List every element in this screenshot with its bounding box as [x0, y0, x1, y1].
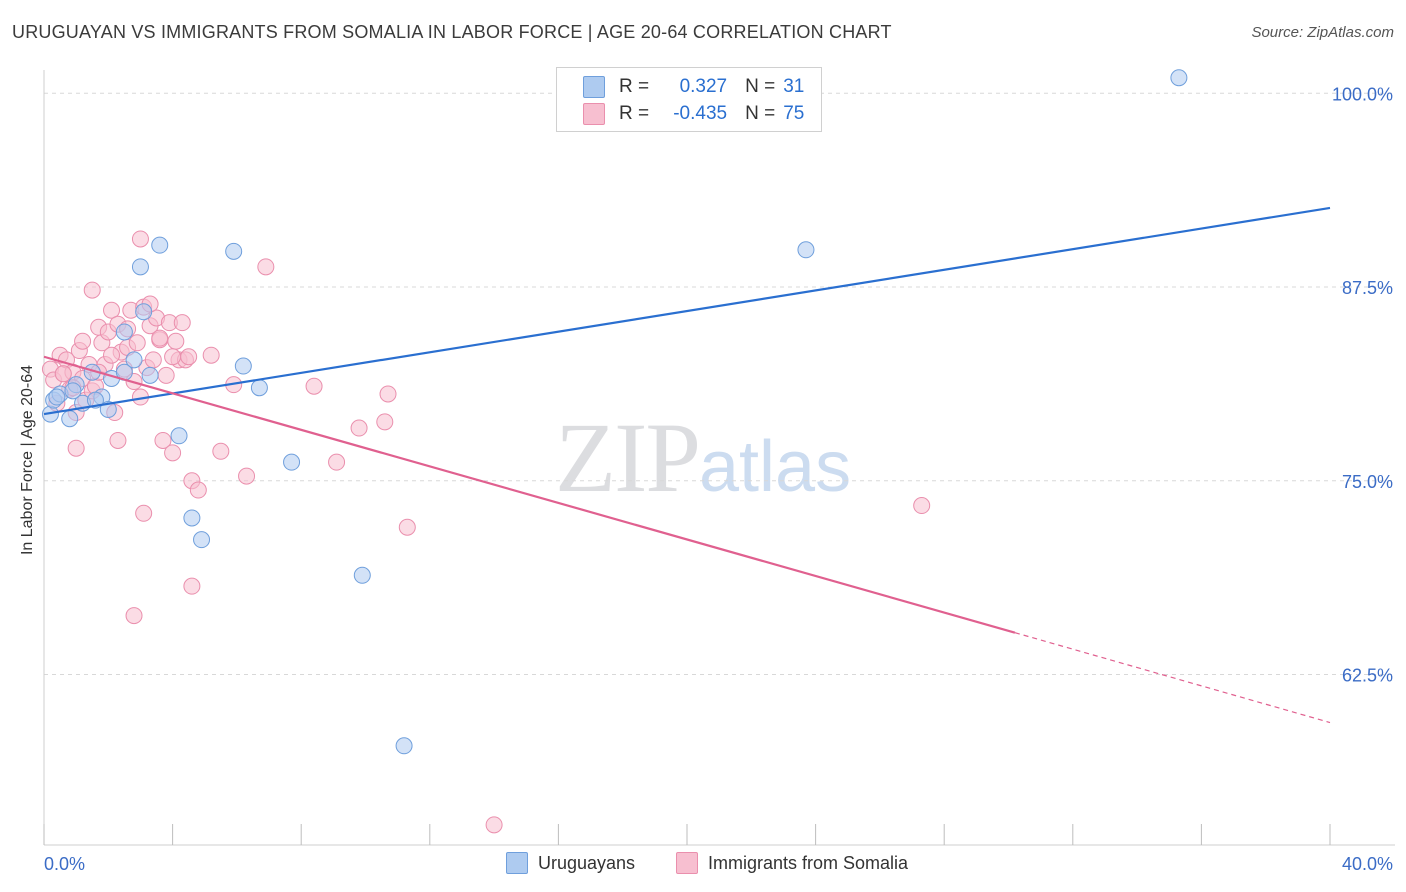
x-tick-label: 40.0%	[1342, 854, 1393, 874]
legend-n-value: 75	[783, 103, 805, 124]
uruguayans-point	[234, 357, 252, 375]
somalia-point	[83, 281, 101, 299]
uruguayans-point	[395, 737, 413, 755]
somalia-point	[67, 439, 85, 457]
somalia-point	[151, 329, 169, 347]
y-tick-label: 62.5%	[1342, 666, 1393, 686]
bottom-legend-label: Uruguayans	[538, 852, 636, 873]
somalia-point	[183, 577, 201, 595]
x-tick-label: 0.0%	[44, 854, 85, 874]
watermark: ZIPatlas	[555, 400, 851, 515]
uruguayans-point	[115, 323, 133, 341]
somalia-point	[350, 419, 368, 437]
chart-title: URUGUAYAN VS IMMIGRANTS FROM SOMALIA IN …	[12, 22, 892, 42]
somalia-point	[135, 504, 153, 522]
uruguayans-point	[151, 236, 169, 254]
bottom-legend-label: Immigrants from Somalia	[708, 852, 909, 873]
y-tick-label: 100.0%	[1332, 84, 1393, 104]
uruguayans-point	[193, 531, 211, 549]
somalia-point	[238, 467, 256, 485]
somalia-point	[913, 497, 931, 515]
legend-n-label: N =	[745, 76, 776, 97]
bottom-legend-somalia: Immigrants from Somalia	[676, 852, 908, 874]
uruguayans-point	[141, 366, 159, 384]
uruguayans-point	[48, 388, 66, 406]
y-tick-label: 87.5%	[1342, 278, 1393, 298]
somalia-point	[180, 348, 198, 366]
somalia-point	[328, 453, 346, 471]
somalia-point	[157, 366, 175, 384]
y-tick-label: 75.0%	[1342, 472, 1393, 492]
uruguayans-point	[797, 241, 815, 259]
uruguayans-point	[64, 382, 82, 400]
somalia-point	[212, 442, 230, 460]
somalia-point	[173, 314, 191, 332]
legend-r-label: R =	[619, 76, 650, 97]
somalia-point	[485, 816, 503, 834]
bottom-legend-swatch-pink	[676, 852, 698, 874]
uruguayans-point	[353, 566, 371, 584]
uruguayans-point	[61, 410, 79, 428]
legend-swatch-blue	[583, 76, 605, 98]
somalia-point	[125, 607, 143, 625]
legend-r-label: R =	[619, 103, 650, 124]
legend-swatch-pink	[583, 103, 605, 125]
uruguayans-point	[135, 303, 153, 321]
somalia-point	[103, 301, 121, 319]
uruguayans-point	[1170, 69, 1188, 87]
uruguayans-point	[125, 351, 143, 369]
somalia-point	[144, 351, 162, 369]
somalia-point	[398, 518, 416, 536]
somalia-point	[305, 377, 323, 395]
somalia-point	[128, 334, 146, 352]
source-label: Source: ZipAtlas.com	[1251, 24, 1394, 41]
watermark-atlas: atlas	[699, 427, 852, 507]
somalia-point	[74, 332, 92, 350]
bottom-legend-swatch-blue	[506, 852, 528, 874]
somalia-point	[103, 346, 121, 364]
legend-r-value: -0.435	[673, 103, 728, 124]
somalia-point	[109, 431, 127, 449]
somalia-point	[189, 481, 207, 499]
somalia-point	[202, 346, 220, 364]
somalia-point	[376, 413, 394, 431]
somalia-point	[164, 348, 182, 366]
somalia-trendline	[43, 355, 1016, 634]
somalia-point	[131, 230, 149, 248]
uruguayans-point	[250, 379, 268, 397]
somalia-point	[164, 444, 182, 462]
legend: R = 0.327 N = 31 R = -0.435 N = 75	[556, 67, 822, 132]
uruguayans-point	[283, 453, 301, 471]
legend-n-value: 31	[783, 76, 805, 97]
somalia-point	[154, 431, 172, 449]
legend-row-uruguayans: R = 0.327 N = 31	[583, 75, 804, 99]
somalia-point	[257, 258, 275, 276]
legend-row-somalia: R = -0.435 N = 75	[583, 102, 804, 126]
legend-n-label: N =	[745, 103, 776, 124]
uruguayans-point	[183, 509, 201, 527]
uruguayans-point	[170, 427, 188, 445]
somalia-trendline-extension	[1014, 632, 1331, 724]
uruguayans-point	[225, 242, 243, 260]
uruguayans-point	[131, 258, 149, 276]
somalia-point	[54, 365, 72, 383]
uruguayans-trendline	[43, 206, 1331, 416]
bottom-legend-uruguayans: Uruguayans	[506, 852, 635, 874]
legend-r-value: 0.327	[679, 76, 728, 97]
somalia-point	[379, 385, 397, 403]
watermark-zip: ZIP	[555, 402, 701, 513]
somalia-point	[167, 332, 185, 350]
